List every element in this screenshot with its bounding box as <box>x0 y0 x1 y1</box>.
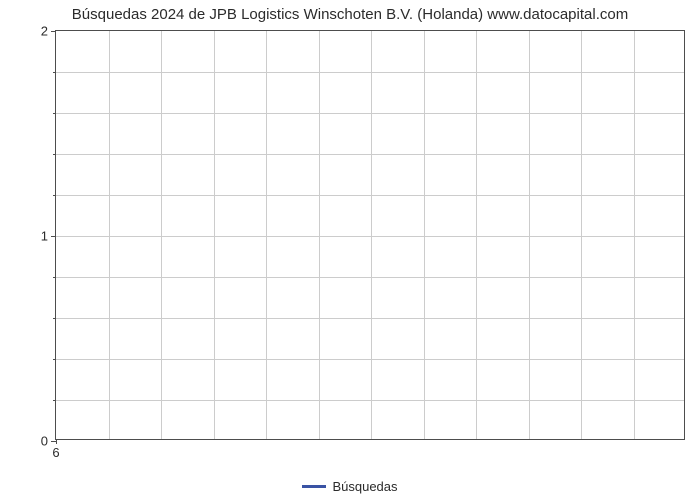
legend-swatch <box>302 485 326 488</box>
gridline-vertical <box>634 31 635 439</box>
gridline-vertical <box>581 31 582 439</box>
y-minor-tick-mark <box>53 318 56 319</box>
y-tick-label: 1 <box>41 229 48 244</box>
legend-label: Búsquedas <box>332 479 397 494</box>
y-tick-label: 0 <box>41 434 48 449</box>
y-minor-tick-mark <box>53 154 56 155</box>
x-tick-label: 6 <box>52 445 59 460</box>
gridline-horizontal <box>56 195 684 196</box>
gridline-horizontal <box>56 400 684 401</box>
gridline-vertical <box>476 31 477 439</box>
gridline-vertical <box>161 31 162 439</box>
gridline-vertical <box>109 31 110 439</box>
gridline-vertical <box>214 31 215 439</box>
y-tick-mark <box>51 31 56 32</box>
gridline-vertical <box>371 31 372 439</box>
gridline-vertical <box>319 31 320 439</box>
y-minor-tick-mark <box>53 113 56 114</box>
gridline-horizontal <box>56 359 684 360</box>
gridline-horizontal <box>56 318 684 319</box>
y-tick-label: 2 <box>41 24 48 39</box>
gridline-horizontal <box>56 277 684 278</box>
chart-title: Búsquedas 2024 de JPB Logistics Winschot… <box>0 6 700 23</box>
y-tick-mark <box>51 236 56 237</box>
gridline-horizontal <box>56 236 684 237</box>
chart-container: Búsquedas 2024 de JPB Logistics Winschot… <box>0 0 700 500</box>
gridline-vertical <box>266 31 267 439</box>
y-minor-tick-mark <box>53 72 56 73</box>
y-minor-tick-mark <box>53 359 56 360</box>
gridline-horizontal <box>56 113 684 114</box>
gridline-horizontal <box>56 72 684 73</box>
y-minor-tick-mark <box>53 277 56 278</box>
y-minor-tick-mark <box>53 195 56 196</box>
legend: Búsquedas <box>0 478 700 494</box>
plot-area: 0126 <box>55 30 685 440</box>
gridline-vertical <box>424 31 425 439</box>
y-minor-tick-mark <box>53 400 56 401</box>
x-tick-mark <box>56 439 57 444</box>
gridline-horizontal <box>56 154 684 155</box>
gridline-vertical <box>529 31 530 439</box>
